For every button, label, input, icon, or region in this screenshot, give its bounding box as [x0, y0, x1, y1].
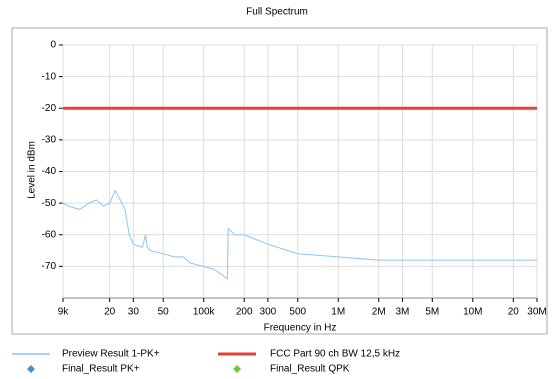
x-tick-label: 9k [58, 307, 70, 318]
legend-label: FCC Part 90 ch BW 12,5 kHz [270, 349, 400, 360]
y-tick-label: 0 [50, 40, 56, 51]
x-tick-label: 5M [425, 307, 439, 318]
x-tick-label: 30 [128, 307, 140, 318]
y-tick-label: -60 [42, 229, 57, 240]
x-tick-label: 2M [372, 307, 386, 318]
y-axis-label: Level in dBm [27, 141, 38, 199]
y-tick-label: -70 [42, 261, 57, 272]
x-tick-label: 50 [158, 307, 170, 318]
x-tick-label: 3M [395, 307, 409, 318]
x-axis-label: Frequency in Hz [264, 323, 337, 334]
x-tick-label: 10M [463, 307, 482, 318]
x-tick-label: 300 [260, 307, 277, 318]
x-tick-label: 20 [104, 307, 116, 318]
y-tick-label: -20 [42, 103, 57, 114]
y-tick-label: -40 [42, 166, 57, 177]
series-line [62, 189, 537, 281]
legend-label: Preview Result 1-PK+ [62, 349, 160, 360]
x-tick-label: 20 [508, 307, 520, 318]
x-tick-label: 1M [331, 307, 345, 318]
y-tick-label: -30 [42, 135, 57, 146]
plot-frame [11, 27, 548, 335]
legend-label: Final_Result QPK [270, 364, 350, 375]
x-tick-label: 500 [289, 307, 306, 318]
y-tick-label: -10 [42, 71, 57, 82]
x-tick-label: 100k [193, 307, 216, 318]
chart-title: Full Spectrum [246, 7, 308, 18]
legend-label: Final_Result PK+ [62, 364, 140, 375]
legend-marker [233, 365, 241, 373]
x-tick-label: 200 [236, 307, 253, 318]
legend-marker [27, 365, 35, 373]
x-tick-label: 30M [527, 307, 546, 318]
y-tick-label: -50 [42, 198, 57, 209]
